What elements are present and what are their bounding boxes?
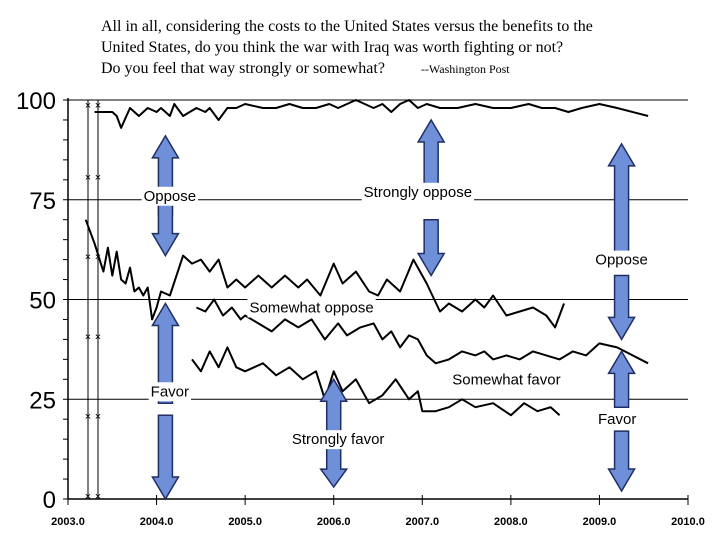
axes: 0255075100××××××××××××2003.02004.02005.0…: [16, 88, 705, 528]
series-label-bg: [361, 182, 475, 202]
series-line-3: [191, 346, 561, 417]
series-label-7: Strongly favor: [292, 431, 385, 448]
x-tick-label: 2005.0: [228, 516, 262, 528]
arrow-somewhat-oppose-right-down: [607, 274, 636, 341]
survey-question: All in all, considering the costs to the…: [101, 16, 701, 80]
x-tick-label: 2004.0: [140, 516, 174, 528]
series-label-bg: [593, 250, 650, 270]
arrow-favor-right-down: [607, 430, 636, 493]
series-label-bg: [595, 410, 639, 430]
arrow-somewhat-oppose-right-up: [607, 142, 636, 253]
series-line-2: [195, 298, 649, 365]
arrow-favor-right-up: [607, 349, 636, 408]
arrow-oppose-left-down: [151, 199, 180, 258]
y-tick-label: 25: [29, 387, 56, 414]
series-label-1: Strongly oppose: [364, 184, 472, 201]
series-line-0: [94, 99, 649, 129]
x-tick-label: 2007.0: [405, 516, 439, 528]
y-tick-label: 50: [29, 288, 56, 315]
series-label-6: Favor: [598, 411, 636, 428]
series-line-1: [84, 219, 565, 329]
series-label-3: Somewhat oppose: [249, 299, 373, 316]
source-credit: --Washington Post: [420, 62, 510, 76]
x-tick-label: 2006.0: [317, 516, 351, 528]
y-tick-label: 100: [16, 88, 56, 115]
series-label-4: Favor: [151, 383, 189, 400]
x-tick-label: 2003.0: [51, 516, 85, 528]
arrow-strongly-oppose-up: [416, 118, 446, 189]
series-label-0: Oppose: [144, 188, 197, 205]
x-tick-label: 2008.0: [494, 516, 528, 528]
series-label-bg: [148, 382, 192, 402]
arrow-strongly-favor-down: [319, 446, 349, 489]
y-tick-label: 75: [29, 188, 56, 215]
series-label-bg: [450, 370, 563, 390]
x-tick-label: 2010.0: [671, 516, 705, 528]
arrow-strongly-favor-up: [319, 377, 349, 432]
x-tick-label: 2009.0: [583, 516, 617, 528]
series-lines: [84, 99, 649, 417]
series-label-bg: [141, 186, 199, 206]
y-tick-label: 0: [43, 487, 56, 514]
series-label-2: Oppose: [595, 252, 648, 269]
arrow-strongly-oppose-down: [416, 218, 446, 278]
arrow-favor-left-down: [151, 414, 180, 501]
series-label-5: Somewhat favor: [452, 371, 560, 388]
question-line-1: All in all, considering the costs to the…: [101, 18, 593, 35]
series-label-bg: [247, 298, 376, 318]
series-labels: Oppose Strongly oppose Oppose Somewhat oppo…: [141, 182, 650, 450]
question-line-3-text: Do you feel that way strongly or somewha…: [101, 60, 385, 77]
question-line-2: United States, do you think the war with…: [101, 39, 564, 56]
series-label-bg: [289, 430, 387, 450]
question-line-3: Do you feel that way strongly or somewha…: [101, 58, 701, 80]
